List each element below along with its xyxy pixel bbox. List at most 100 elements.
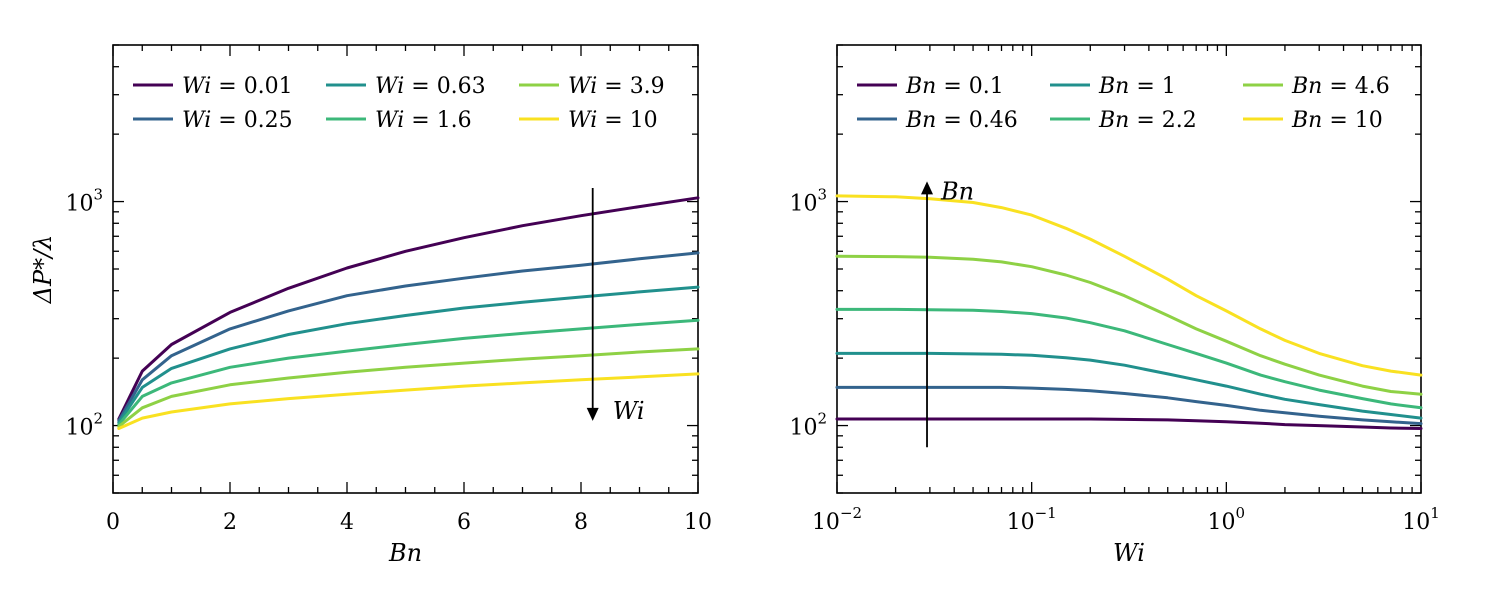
- legend-entry: Wi = 0.25: [182, 108, 293, 133]
- y-tick-label: 102: [65, 410, 103, 441]
- x-tick-label: 2: [223, 510, 237, 535]
- y-tick-label-base: 10: [65, 192, 93, 217]
- annotation-arrow-head: [921, 181, 934, 195]
- legend-var: Wi: [568, 74, 597, 99]
- x-tick-label: 6: [457, 510, 471, 535]
- x-tick-label-base: 10: [1402, 510, 1430, 535]
- legend-equals: =: [597, 108, 629, 133]
- x-tick-label: 101: [1402, 504, 1440, 535]
- legend-equals: =: [404, 108, 436, 133]
- y-tick-label-text: 102: [65, 410, 103, 441]
- legend-var: Bn: [905, 74, 936, 99]
- x-tick-label-base: 10: [1208, 510, 1236, 535]
- y-tick-label-text: 102: [789, 410, 827, 441]
- legend-var: Wi: [182, 108, 211, 133]
- annotation-arrow-head: [586, 407, 599, 421]
- annotation-label: Wi: [613, 397, 645, 425]
- legend-equals: =: [211, 74, 243, 99]
- x-tick-label-exp: −2: [840, 504, 862, 522]
- legend-entry: Wi = 0.63: [375, 74, 486, 99]
- series-line: [835, 307, 1423, 410]
- legend-entry: Bn = 1: [1098, 74, 1176, 99]
- legend-equals: =: [936, 108, 968, 133]
- series-line: [117, 251, 700, 423]
- legend-equals: =: [597, 74, 629, 99]
- series-line: [835, 254, 1423, 396]
- legend-equals: =: [1322, 108, 1354, 133]
- legend-value: 1.6: [437, 108, 472, 133]
- x-axis-label: Bn: [388, 539, 422, 567]
- legend-value: 0.25: [244, 108, 293, 133]
- x-tick-label: 10−1: [1007, 504, 1057, 535]
- legend-var: Bn: [1098, 108, 1129, 133]
- legend-entry: Bn = 4.6: [1291, 74, 1390, 99]
- legend-entry: Bn = 2.2: [1098, 108, 1197, 133]
- legend-var: Wi: [375, 74, 404, 99]
- legend-entry: Bn = 0.46: [905, 108, 1018, 133]
- series-line: [117, 285, 700, 425]
- x-tick-label-text: 101: [1402, 504, 1440, 535]
- legend-entry: Bn = 0.1: [905, 74, 1004, 99]
- x-tick-label: 10: [684, 510, 712, 535]
- annotation-label: Bn: [940, 177, 974, 205]
- legend-var: Wi: [375, 108, 404, 133]
- legend-value: 2.2: [1162, 108, 1197, 133]
- x-tick-label-text: 10−1: [1007, 504, 1057, 535]
- x-tick-label-base: 10: [812, 510, 840, 535]
- series-line: [835, 351, 1423, 420]
- y-tick-label-exp: 3: [93, 186, 103, 204]
- legend-var: Bn: [1098, 74, 1129, 99]
- series-line: [835, 385, 1423, 426]
- series-line: [117, 372, 700, 430]
- y-tick-label-text: 103: [65, 186, 103, 217]
- x-tick-label-text: 10−2: [812, 504, 862, 535]
- x-tick-label-base: 10: [1007, 510, 1035, 535]
- x-tick-label: 0: [106, 510, 120, 535]
- y-tick-label-base: 10: [789, 416, 817, 441]
- legend-equals: =: [1129, 74, 1161, 99]
- x-tick-label-exp: −1: [1035, 504, 1057, 522]
- series-line: [835, 194, 1423, 377]
- legend-value: 0.1: [969, 74, 1004, 99]
- legend-var: Bn: [1291, 74, 1322, 99]
- legend-entry: Wi = 0.01: [182, 74, 293, 99]
- legend-var: Bn: [905, 108, 936, 133]
- y-tick-label: 103: [65, 186, 103, 217]
- x-tick-label: 8: [574, 510, 588, 535]
- y-tick-label-exp: 3: [817, 186, 827, 204]
- legend-value: 10: [1355, 108, 1383, 133]
- legend-equals: =: [404, 74, 436, 99]
- x-tick-label: 4: [340, 510, 354, 535]
- x-tick-label: 10−2: [812, 504, 862, 535]
- series-line: [117, 196, 700, 421]
- x-axis-label: Wi: [1113, 539, 1145, 567]
- legend-equals: =: [211, 108, 243, 133]
- legend-value: 0.63: [437, 74, 486, 99]
- legend-var: Wi: [182, 74, 211, 99]
- x-tick-label-text: 100: [1208, 504, 1246, 535]
- y-tick-label: 103: [789, 186, 827, 217]
- x-tick-label-exp: 0: [1236, 504, 1246, 522]
- legend-equals: =: [1322, 74, 1354, 99]
- legend-entry: Wi = 1.6: [375, 108, 472, 133]
- y-tick-label-text: 103: [789, 186, 827, 217]
- y-tick-label-base: 10: [789, 192, 817, 217]
- series-line: [117, 347, 700, 428]
- y-tick-label-exp: 2: [93, 410, 103, 428]
- legend-equals: =: [1129, 108, 1161, 133]
- legend-value: 3.9: [630, 74, 665, 99]
- legend-value: 1: [1162, 74, 1176, 99]
- y-axis-label: ΔP*/λ: [29, 235, 57, 305]
- legend-value: 0.46: [969, 108, 1018, 133]
- x-tick-label-exp: 1: [1430, 504, 1440, 522]
- y-tick-label-base: 10: [65, 416, 93, 441]
- legend-entry: Wi = 3.9: [568, 74, 665, 99]
- y-tick-label: 102: [789, 410, 827, 441]
- series-line: [835, 417, 1423, 430]
- legend-var: Bn: [1291, 108, 1322, 133]
- legend-value: 0.01: [244, 74, 293, 99]
- series-line: [117, 318, 700, 427]
- y-tick-label-exp: 2: [817, 410, 827, 428]
- x-tick-label: 100: [1208, 504, 1246, 535]
